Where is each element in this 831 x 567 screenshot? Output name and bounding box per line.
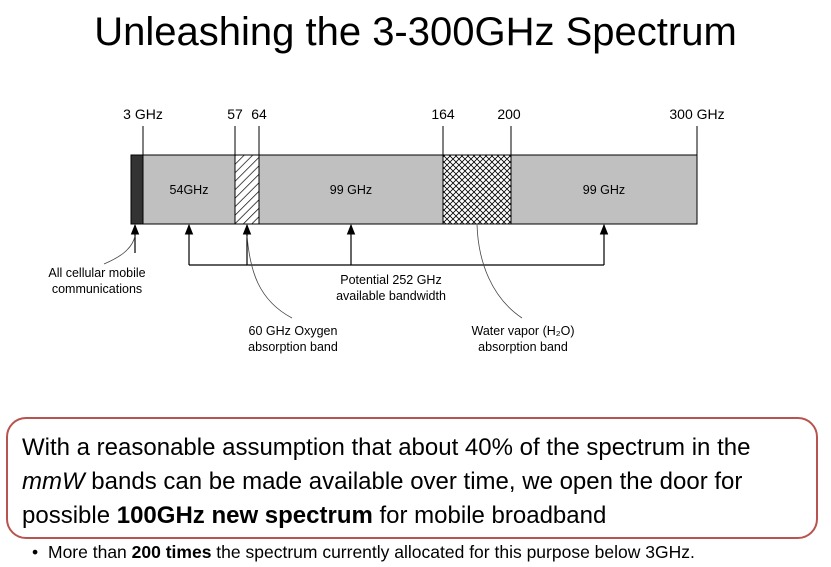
band-label-54ghz: 54GHz (170, 183, 209, 197)
band-99ghz-a (258, 154, 444, 225)
leader-cellular (103, 235, 136, 265)
tick-label-164: 164 (431, 106, 455, 122)
spectrum-diagram: 3 GHz 57 64 164 200 300 GHz 54GHz 99 GHz… (48, 106, 724, 354)
bullet-point: • More than 200 times the spectrum curren… (32, 541, 827, 563)
annotation-cellular-line2: communications (52, 282, 142, 296)
bullet-marker: • (32, 542, 39, 562)
annotations: All cellular mobile communications Poten… (48, 266, 574, 354)
band-water-vapor (442, 154, 512, 225)
leader-water (476, 223, 523, 319)
callout-line-1: With a reasonable assumption that about … (22, 434, 751, 461)
callout-box: With a reasonable assumption that about … (6, 417, 818, 539)
callout-line-3-post: for mobile broadband (372, 502, 607, 529)
callout-line-3: possible 100GHz new spectrum for mobile … (22, 499, 802, 533)
annotation-bandwidth-line2: available bandwidth (336, 289, 446, 303)
annotation-water-line1: Water vapor (H₂O) (471, 324, 574, 338)
slide-title: Unleashing the 3-300GHz Spectrum (94, 10, 737, 54)
callout-mmw-term: mmW (22, 468, 85, 495)
callout-highlight: 100GHz new spectrum (116, 502, 373, 529)
band-oxygen (234, 154, 260, 225)
annotation-bandwidth-line1: Potential 252 GHz (340, 273, 441, 287)
tick-label-57: 57 (227, 106, 243, 122)
band-54ghz (142, 154, 236, 225)
tick-label-64: 64 (251, 106, 267, 122)
annotation-cellular-line1: All cellular mobile (48, 266, 145, 280)
annotation-oxygen-line2: absorption band (248, 340, 338, 354)
bandwidth-arrows (130, 223, 609, 266)
band-cellular (130, 154, 144, 225)
bullet-text-pre: More than (48, 542, 132, 562)
tick-lines (142, 126, 698, 155)
tick-label-300: 300 GHz (669, 106, 724, 122)
bullet-text-post: the spectrum currently allocated for thi… (211, 542, 695, 562)
callout-line-2-text: bands can be made available over time, w… (84, 468, 743, 495)
band-labels: 54GHz 99 GHz 99 GHz (170, 183, 626, 197)
callout-line-2: mmW bands can be made available over tim… (22, 465, 802, 499)
bullet-highlight: 200 times (131, 542, 212, 562)
tick-labels: 3 GHz 57 64 164 200 300 GHz (123, 106, 724, 122)
leader-lines (103, 223, 523, 319)
leader-oxygen (246, 235, 293, 319)
tick-label-200: 200 (497, 106, 521, 122)
tick-label-3: 3 GHz (123, 106, 163, 122)
band-label-99ghz-a: 99 GHz (330, 183, 372, 197)
annotation-water-line2: absorption band (478, 340, 568, 354)
spectrum-bar (130, 154, 698, 225)
callout-line-3-pre: possible (22, 502, 117, 529)
band-label-99ghz-b: 99 GHz (583, 183, 625, 197)
annotation-oxygen-line1: 60 GHz Oxygen (249, 324, 338, 338)
